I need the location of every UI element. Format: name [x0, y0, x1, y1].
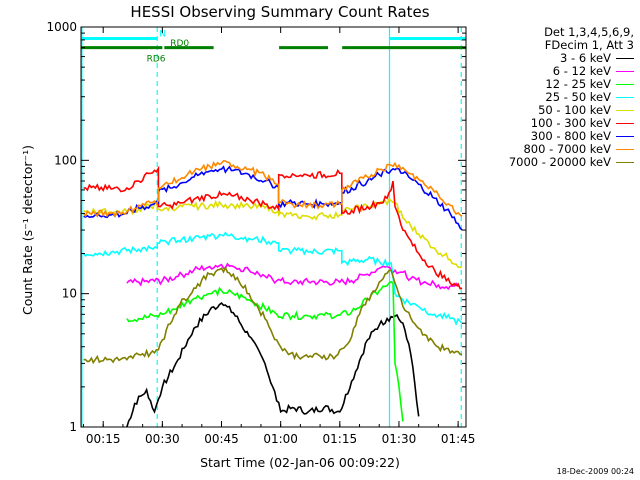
legend-swatch — [616, 123, 634, 124]
legend-label: 3 - 6 keV — [560, 51, 611, 65]
x-tick-label-3: 01:00 — [263, 432, 298, 446]
legend-header-2: FDecim 1, Att 3 — [544, 38, 634, 52]
legend-swatch — [616, 149, 634, 150]
legend-label: 50 - 100 keV — [538, 103, 611, 117]
legend-label: 100 - 300 keV — [530, 116, 611, 130]
legend-label: 25 - 50 keV — [545, 90, 611, 104]
legend-label: 6 - 12 keV — [552, 64, 611, 78]
series-line-5 — [83, 165, 463, 290]
chart-title: HESSI Observing Summary Count Rates — [130, 3, 429, 21]
series-line-7 — [82, 159, 463, 218]
y-axis-label: Count Rate (s⁻¹ detector⁻¹) — [20, 145, 35, 315]
x-tick-label-1: 00:30 — [145, 432, 180, 446]
series-line-0 — [126, 302, 420, 428]
legend-swatch — [616, 58, 634, 59]
x-tick-label-5: 01:30 — [382, 432, 417, 446]
legend-entries: 3 - 6 keV 6 - 12 keV 12 - 25 keV 25 - 50 ke… — [478, 52, 634, 169]
y-tick-label-1: 10 — [62, 287, 77, 301]
legend-entry: 300 - 800 keV — [478, 130, 634, 143]
x-tick-label-4: 01:15 — [323, 432, 358, 446]
y-tick-label-2: 100 — [54, 153, 77, 167]
legend-swatch — [616, 71, 634, 72]
legend-label: 300 - 800 keV — [530, 129, 611, 143]
y-tick-label-3: 1000 — [46, 20, 77, 34]
legend-entry: 12 - 25 keV — [478, 78, 634, 91]
legend-swatch — [616, 136, 634, 137]
series-line-8 — [83, 265, 463, 365]
x-tick-label-6: 01:45 — [441, 432, 476, 446]
legend-swatch — [616, 97, 634, 98]
series-line-4 — [83, 197, 463, 269]
axes: 00:15 00:30 00:45 01:00 01:15 01:30 01:45 1 10 10… — [46, 20, 475, 446]
legend-label: 800 - 7000 keV — [523, 142, 611, 156]
x-tick-label-0: 00:15 — [86, 432, 121, 446]
plot-frame — [80, 26, 467, 428]
legend: Det 1,3,4,5,6,9, FDecim 1, Att 3 3 - 6 k… — [478, 26, 634, 169]
legend-label: 7000 - 20000 keV — [508, 155, 611, 169]
y-tick-label-0: 1 — [69, 420, 77, 434]
series-line-2 — [126, 280, 404, 422]
series-line-6 — [83, 165, 463, 231]
segment-label-2: RD6 — [147, 55, 166, 65]
legend-entry: 6 - 12 keV — [478, 65, 634, 78]
segment-label-1: RD0 — [170, 39, 189, 49]
plot-area: N RD0 RD6 — [81, 27, 466, 428]
legend-swatch — [616, 162, 634, 163]
series-line-1 — [126, 262, 459, 291]
legend-entry: 3 - 6 keV — [478, 52, 634, 65]
legend-entry: 7000 - 20000 keV — [478, 156, 634, 169]
legend-entry: 100 - 300 keV — [478, 117, 634, 130]
segment-label-0: N — [159, 29, 166, 39]
legend-label: 12 - 25 keV — [545, 77, 611, 91]
x-tick-label-2: 00:45 — [204, 432, 239, 446]
timestamp: 18-Dec-2009 00:24 — [556, 467, 634, 476]
legend-swatch — [616, 110, 634, 111]
x-axis-label: Start Time (02-Jan-06 00:09:22) — [200, 455, 400, 470]
series-line-3 — [82, 231, 463, 327]
legend-header-1: Det 1,3,4,5,6,9, — [544, 25, 634, 39]
legend-entry: 800 - 7000 keV — [478, 143, 634, 156]
legend-entry: 50 - 100 keV — [478, 104, 634, 117]
legend-entry: 25 - 50 keV — [478, 91, 634, 104]
legend-swatch — [616, 84, 634, 85]
